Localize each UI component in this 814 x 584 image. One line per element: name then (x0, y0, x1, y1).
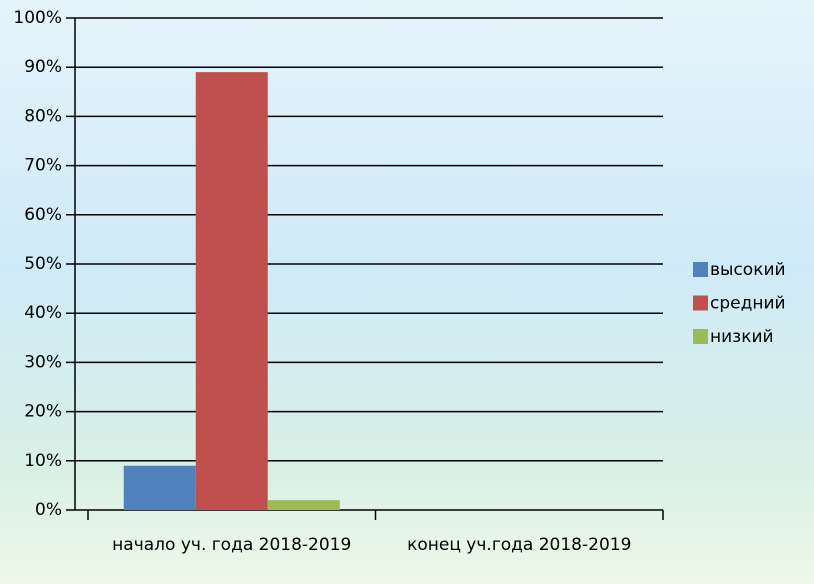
legend-swatch (693, 329, 708, 344)
legend-swatch (693, 295, 708, 311)
y-tick-label: 30% (24, 352, 62, 372)
y-tick-label: 20% (24, 402, 62, 422)
x-tick-label: конец уч.года 2018-2019 (407, 535, 632, 555)
y-tick-label: 100% (13, 8, 62, 28)
y-tick-label: 10% (24, 451, 62, 471)
y-tick-label: 50% (24, 254, 62, 274)
y-tick-label: 80% (24, 106, 62, 126)
x-tick-label: начало уч. года 2018-2019 (112, 535, 352, 555)
legend-swatch (693, 262, 708, 277)
y-tick-label: 40% (24, 303, 62, 323)
bar (123, 465, 196, 510)
bar (267, 500, 340, 510)
legend-label: высокий (710, 260, 786, 280)
legend-label: средний (710, 294, 786, 314)
legend-label: низкий (710, 327, 774, 347)
y-tick-label: 60% (24, 205, 62, 225)
bar (195, 72, 268, 511)
y-tick-label: 0% (35, 500, 62, 520)
y-tick-label: 70% (24, 156, 62, 176)
y-tick-label: 90% (24, 57, 62, 77)
